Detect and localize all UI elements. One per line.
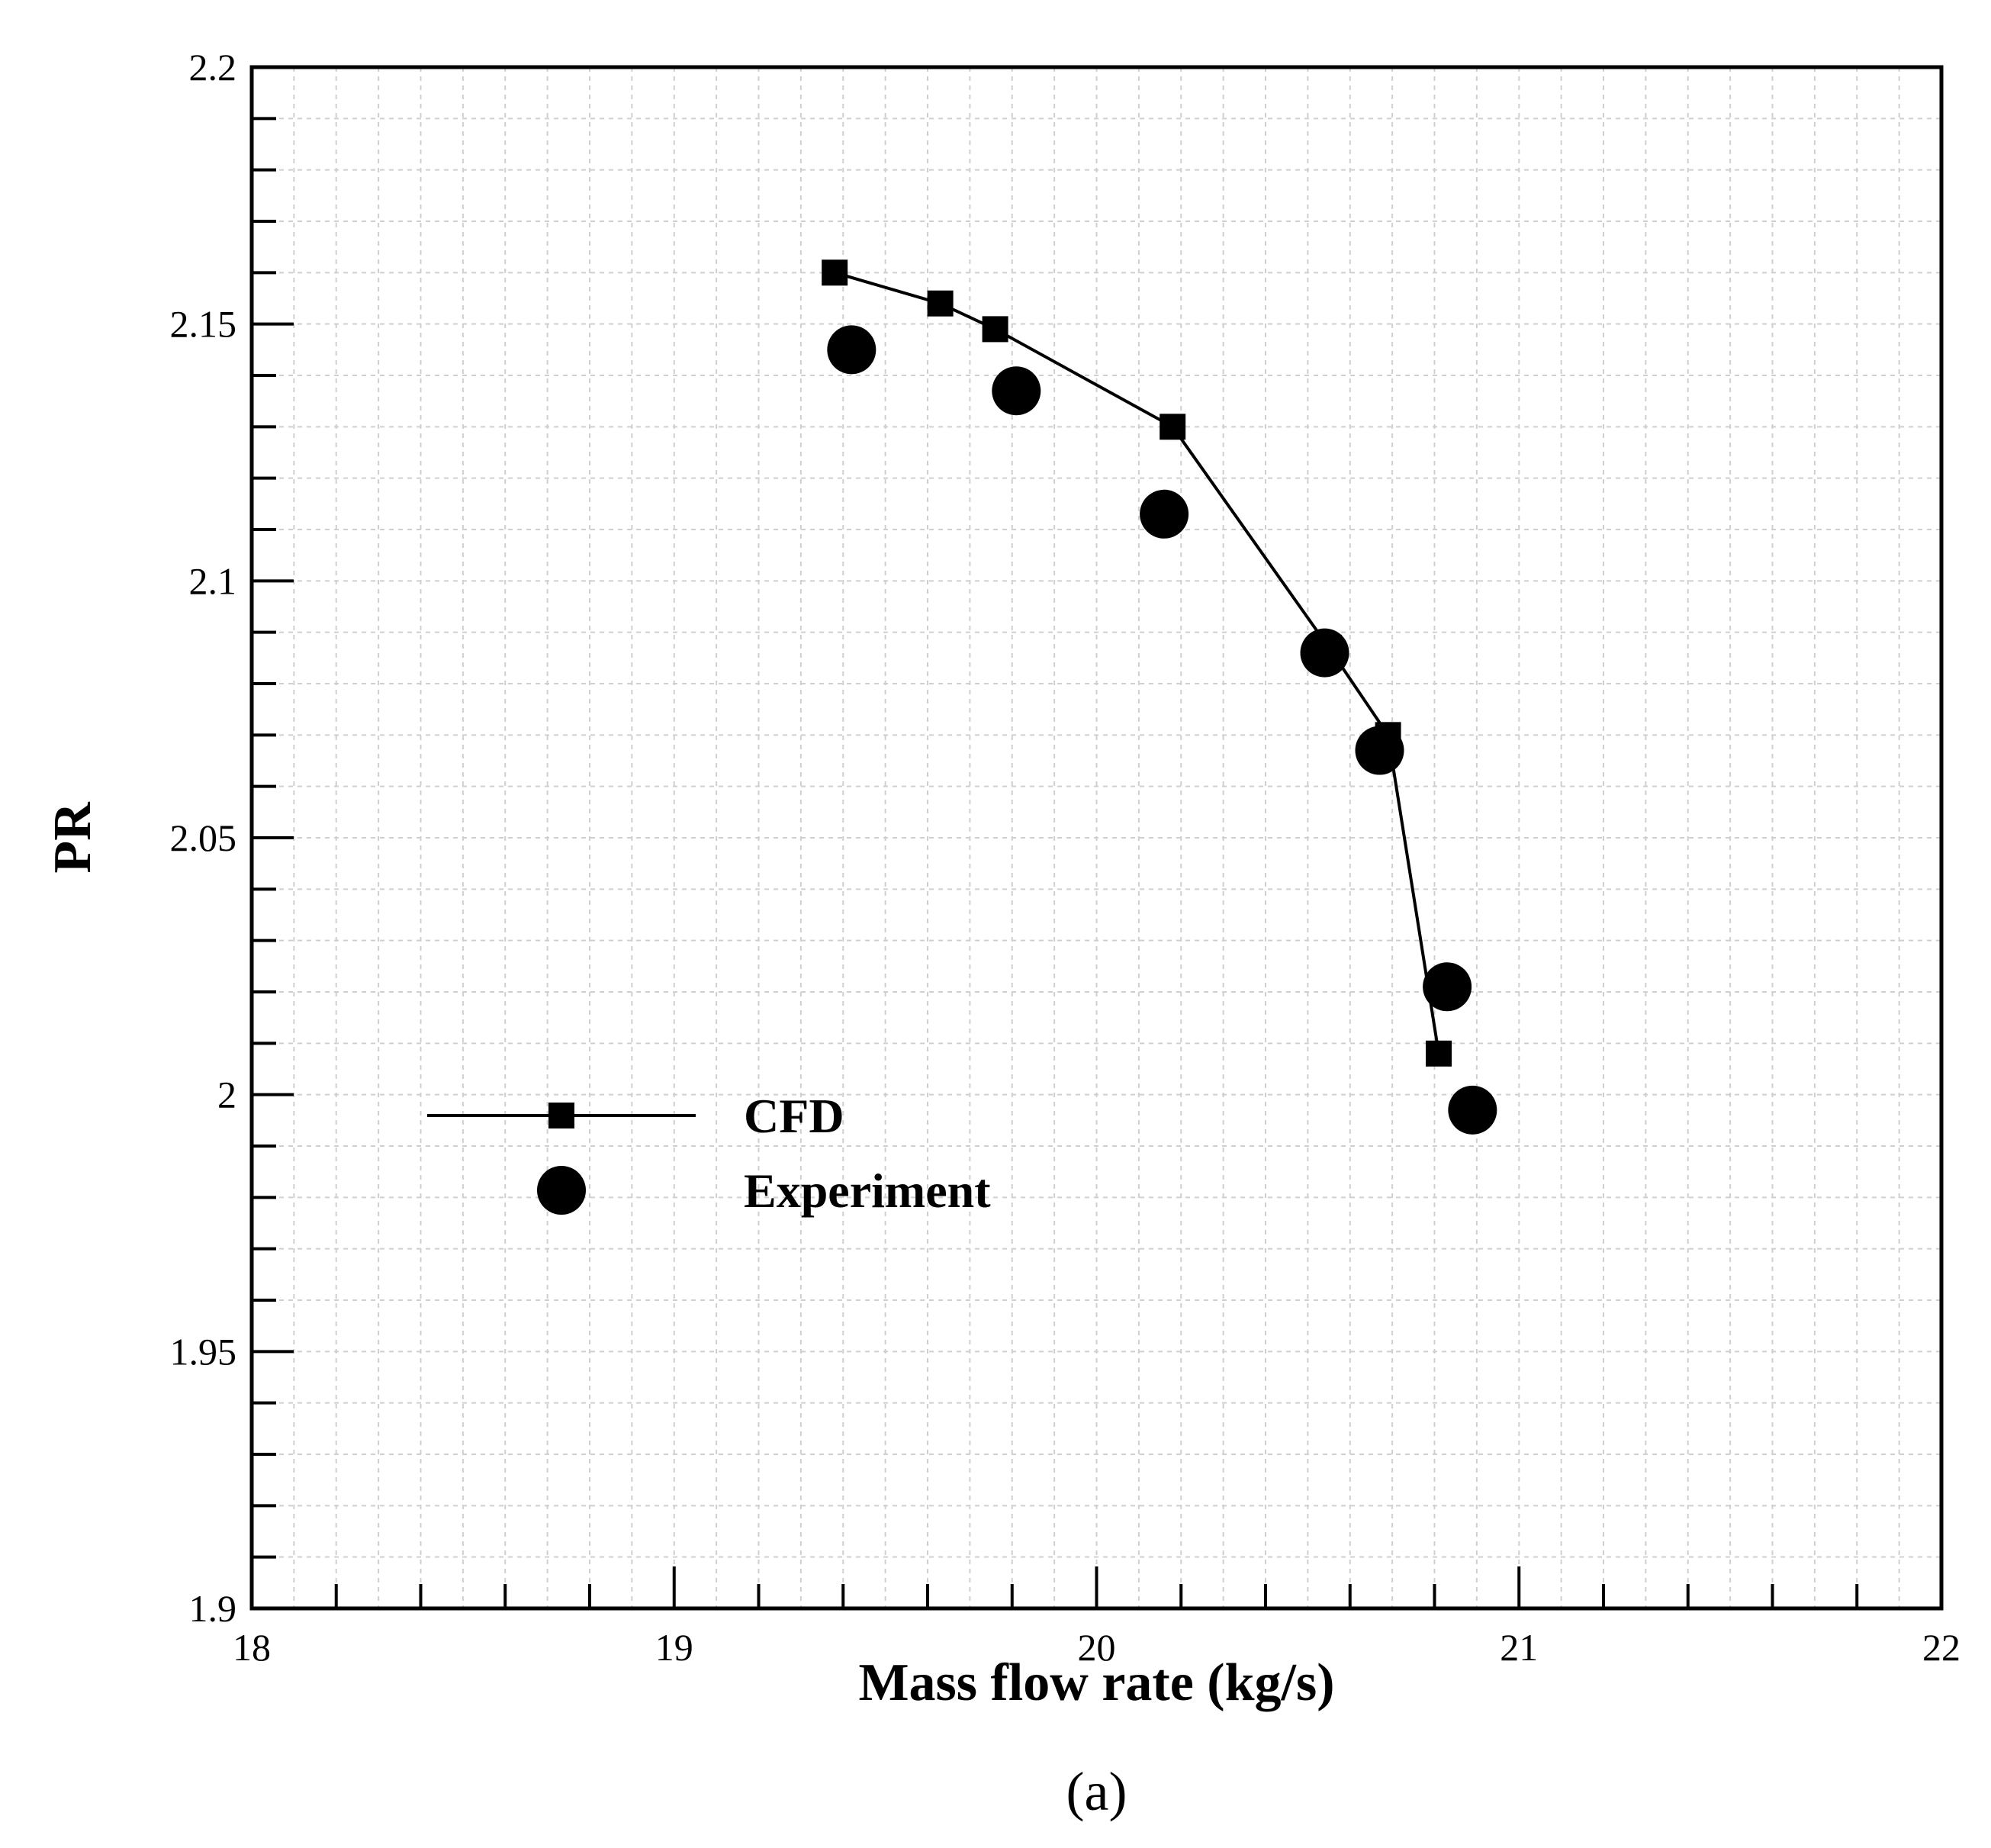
x-tick-label: 20 <box>1078 1626 1116 1669</box>
legend-experiment-circle-icon <box>537 1166 586 1215</box>
y-tick-label: 2.05 <box>170 816 237 859</box>
y-tick-label: 1.95 <box>170 1330 237 1373</box>
x-tick-labels: 18 19 20 21 22 <box>233 1626 1960 1669</box>
cfd-point <box>822 259 848 286</box>
experiment-point <box>827 325 876 375</box>
y-tick-label: 2.1 <box>189 559 237 602</box>
y-axis-title: PR <box>43 801 102 874</box>
legend-cfd-square-icon <box>548 1103 574 1128</box>
y-tick-label: 2.15 <box>170 303 237 346</box>
series-layer <box>822 259 1497 1135</box>
axis-ticks <box>250 66 1943 1610</box>
legend: CFD Experiment <box>427 1089 991 1218</box>
legend-cfd-label: CFD <box>744 1089 844 1143</box>
x-tick-label: 21 <box>1500 1626 1538 1669</box>
experiment-point <box>1300 628 1349 678</box>
x-axis-title: Mass flow rate (kg/s) <box>858 1653 1334 1712</box>
cfd-point <box>1160 414 1186 440</box>
legend-experiment-label: Experiment <box>744 1164 991 1218</box>
cfd-point <box>1426 1040 1452 1067</box>
y-tick-label: 2 <box>217 1074 236 1116</box>
grid <box>252 67 1941 1608</box>
experiment-point <box>1355 726 1404 775</box>
experiment-point <box>1448 1085 1497 1135</box>
experiment-point <box>992 366 1041 416</box>
experiment-point <box>1423 962 1472 1012</box>
cfd-point <box>927 290 954 317</box>
x-tick-label: 22 <box>1922 1626 1960 1669</box>
cfd-point <box>982 316 1008 343</box>
y-tick-labels: 1.9 1.95 2 2.05 2.1 2.15 2.2 <box>170 46 237 1630</box>
panel-label: (a) <box>1066 1761 1127 1822</box>
y-tick-label: 2.2 <box>189 46 237 89</box>
experiment-point <box>1140 489 1189 539</box>
y-tick-label: 1.9 <box>189 1587 237 1630</box>
x-tick-label: 19 <box>655 1626 693 1669</box>
x-tick-label: 18 <box>233 1626 271 1669</box>
